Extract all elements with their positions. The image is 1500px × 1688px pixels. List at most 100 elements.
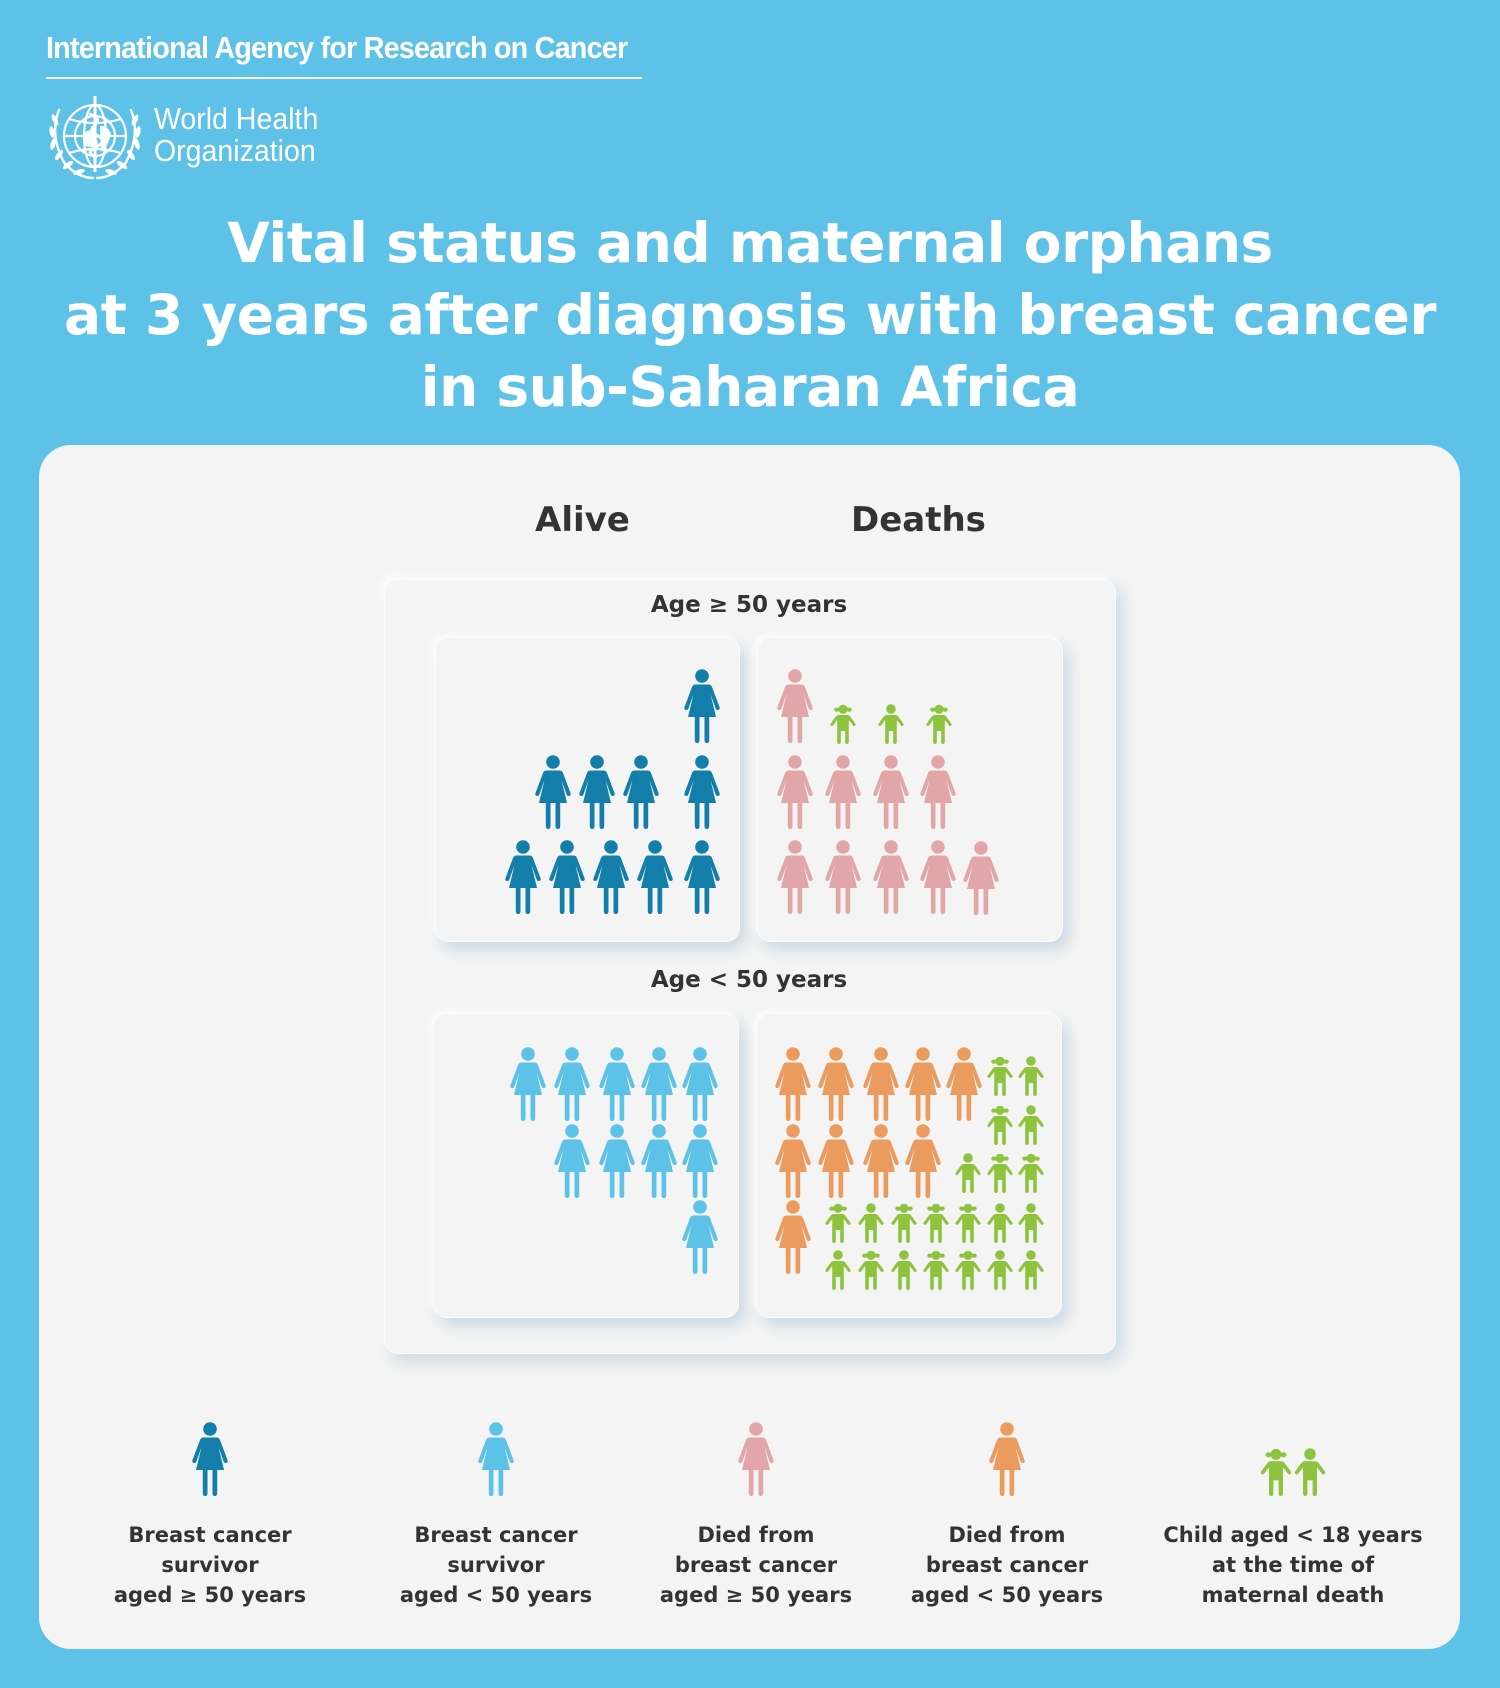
- title-line3: in sub-Saharan Africa: [420, 355, 1080, 419]
- header-divider: [46, 77, 642, 79]
- legend-label-line: Child aged < 18 years: [1163, 1523, 1423, 1547]
- girl-child-icon: [987, 1056, 1013, 1096]
- girl-child-icon: [923, 1203, 949, 1243]
- girl-child-icon: [955, 1203, 981, 1243]
- woman-icon: [637, 840, 673, 914]
- woman-icon: [535, 755, 571, 829]
- legend-label: Died from breast cancer aged < 50 years: [877, 1520, 1137, 1610]
- woman-icon: [825, 755, 861, 829]
- legend-label-line: aged ≥ 50 years: [113, 1583, 307, 1607]
- children-icon: [1260, 1448, 1326, 1496]
- legend-item-died-lt-50: Died from breast cancer aged < 50 years: [877, 1422, 1137, 1610]
- legend-item-died-ge-50: Died from breast cancer aged ≥ 50 years: [626, 1422, 886, 1610]
- woman-icon: [777, 755, 813, 829]
- page-title: Vital status and maternal orphans at 3 y…: [0, 207, 1500, 423]
- legend-label-line: aged < 50 years: [399, 1583, 593, 1607]
- woman-icon: [905, 1124, 941, 1198]
- legend-label-line: aged ≥ 50 years: [659, 1583, 853, 1607]
- woman-icon: [684, 669, 720, 743]
- who-emblem-icon: [49, 96, 141, 180]
- age-label-ge-50: Age ≥ 50 years: [650, 592, 848, 618]
- girl-child-icon: [1018, 1153, 1044, 1193]
- legend-label: Died from breast cancer aged ≥ 50 years: [626, 1520, 886, 1610]
- legend-label-line: Died from: [948, 1523, 1066, 1547]
- legend-label-line: aged < 50 years: [910, 1583, 1104, 1607]
- legend-label: Breast cancer survivor aged < 50 years: [366, 1520, 626, 1610]
- title-line2: at 3 years after diagnosis with breast c…: [63, 283, 1437, 347]
- age-label-lt-50: Age < 50 years: [650, 967, 848, 993]
- who-name-line1: World Health: [154, 101, 319, 136]
- woman-icon: [579, 755, 615, 829]
- legend-label-line: breast cancer: [925, 1553, 1089, 1577]
- boy-child-icon: [955, 1153, 981, 1193]
- woman-icon: [190, 1422, 230, 1496]
- legend-label-line: maternal death: [1201, 1583, 1385, 1607]
- woman-icon: [682, 1200, 718, 1274]
- girl-child-icon: [987, 1153, 1013, 1193]
- woman-icon: [920, 755, 956, 829]
- who-name: World Health Organization: [154, 103, 318, 167]
- woman-icon: [777, 669, 813, 743]
- woman-icon: [599, 1047, 635, 1121]
- woman-icon: [818, 1124, 854, 1198]
- woman-icon: [593, 840, 629, 914]
- girl-child-icon: [858, 1250, 884, 1290]
- woman-icon: [863, 1124, 899, 1198]
- woman-icon: [963, 841, 999, 915]
- girl-child-icon: [923, 1250, 949, 1290]
- boy-child-icon: [825, 1250, 851, 1290]
- woman-icon: [599, 1124, 635, 1198]
- girl-child-icon: [830, 704, 856, 744]
- woman-icon: [825, 840, 861, 914]
- title-line1: Vital status and maternal orphans: [227, 211, 1273, 275]
- boy-child-icon: [987, 1250, 1013, 1290]
- boy-child-icon: [1018, 1250, 1044, 1290]
- woman-icon: [920, 840, 956, 914]
- woman-icon: [510, 1047, 546, 1121]
- legend-label-line: at the time of: [1211, 1553, 1375, 1577]
- legend-item-child: Child aged < 18 years at the time of mat…: [1163, 1422, 1423, 1610]
- boy-child-icon: [878, 704, 904, 744]
- woman-icon: [736, 1422, 776, 1496]
- woman-icon: [554, 1124, 590, 1198]
- legend-label-line: Breast cancer survivor: [128, 1523, 292, 1577]
- woman-icon: [641, 1124, 677, 1198]
- boy-child-icon: [891, 1250, 917, 1290]
- woman-icon: [946, 1047, 982, 1121]
- woman-icon: [777, 840, 813, 914]
- woman-icon: [818, 1047, 854, 1121]
- woman-icon: [873, 755, 909, 829]
- girl-child-icon: [955, 1250, 981, 1290]
- boy-child-icon: [987, 1203, 1013, 1243]
- legend-label: Breast cancer survivor aged ≥ 50 years: [80, 1520, 340, 1610]
- boy-child-icon: [1018, 1105, 1044, 1145]
- boy-child-icon: [858, 1203, 884, 1243]
- woman-icon: [505, 840, 541, 914]
- legend-item-survivor-lt-50: Breast cancer survivor aged < 50 years: [366, 1422, 626, 1610]
- girl-child-icon: [891, 1203, 917, 1243]
- woman-icon: [554, 1047, 590, 1121]
- iarc-agency-name: International Agency for Research on Can…: [46, 30, 628, 65]
- woman-icon: [775, 1200, 811, 1274]
- woman-icon: [684, 840, 720, 914]
- woman-icon: [775, 1047, 811, 1121]
- column-header-deaths: Deaths: [851, 500, 986, 540]
- boy-child-icon: [1018, 1056, 1044, 1096]
- who-name-line2: Organization: [154, 133, 316, 168]
- girl-child-icon: [926, 704, 952, 744]
- woman-icon: [684, 755, 720, 829]
- woman-icon: [905, 1047, 941, 1121]
- column-header-alive: Alive: [535, 500, 630, 540]
- woman-icon: [549, 840, 585, 914]
- woman-icon: [863, 1047, 899, 1121]
- woman-icon: [775, 1124, 811, 1198]
- legend-label: Child aged < 18 years at the time of mat…: [1163, 1520, 1423, 1610]
- woman-icon: [682, 1124, 718, 1198]
- girl-child-icon: [825, 1203, 851, 1243]
- woman-icon: [873, 840, 909, 914]
- boy-child-icon: [1018, 1203, 1044, 1243]
- woman-icon: [641, 1047, 677, 1121]
- girl-child-icon: [987, 1105, 1013, 1145]
- woman-icon: [682, 1047, 718, 1121]
- legend-label-line: breast cancer: [674, 1553, 838, 1577]
